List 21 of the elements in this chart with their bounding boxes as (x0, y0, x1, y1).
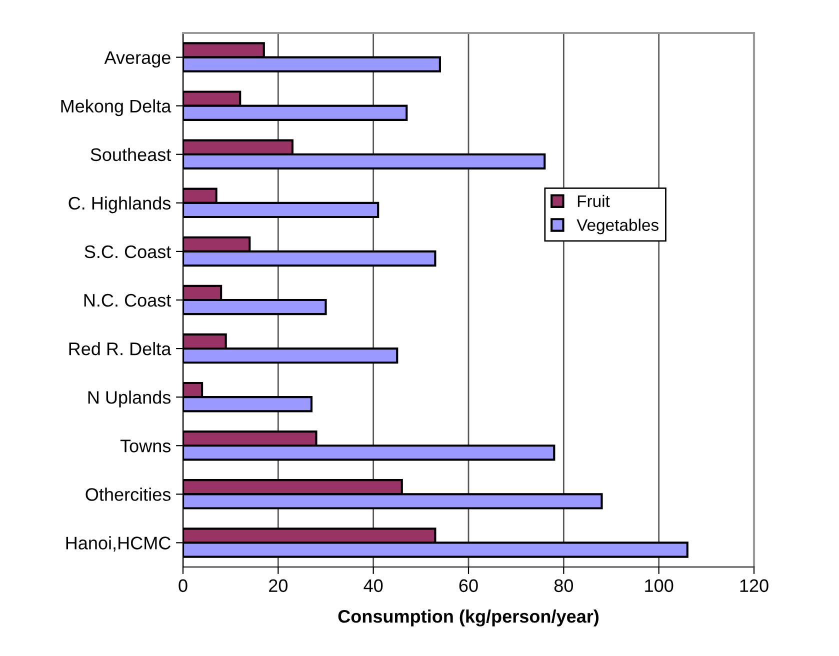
x-axis-title: Consumption (kg/person/year) (338, 610, 599, 626)
legend-label: Vegetables (576, 218, 658, 234)
x-tick-label: 120 (740, 579, 768, 592)
y-tick-label: Towns (120, 440, 171, 452)
x-tick-label: 40 (364, 579, 383, 592)
y-tick-label: Hanoi,HCMC (66, 536, 171, 552)
y-tick-label: Red R. Delta (69, 342, 172, 356)
y-tick-label: Mekong Delta (61, 99, 172, 116)
x-tick-label: 80 (554, 579, 574, 592)
x-tick-label: 60 (459, 579, 478, 592)
x-tick-label: 100 (645, 579, 674, 592)
y-tick-label: S.C. Coast (84, 245, 172, 258)
y-tick-label: Average (104, 51, 170, 68)
legend-label: Fruit (578, 194, 610, 208)
x-tick-label: 0 (178, 579, 188, 592)
y-tick-label: Southeast (90, 148, 172, 162)
y-tick-label: N Uplands (88, 390, 171, 408)
y-tick-label: N.C. Coast (84, 294, 172, 307)
y-tick-label: C. Highlands (68, 196, 171, 214)
x-tick-label: 20 (269, 579, 288, 592)
y-tick-label: Othercities (86, 488, 171, 501)
